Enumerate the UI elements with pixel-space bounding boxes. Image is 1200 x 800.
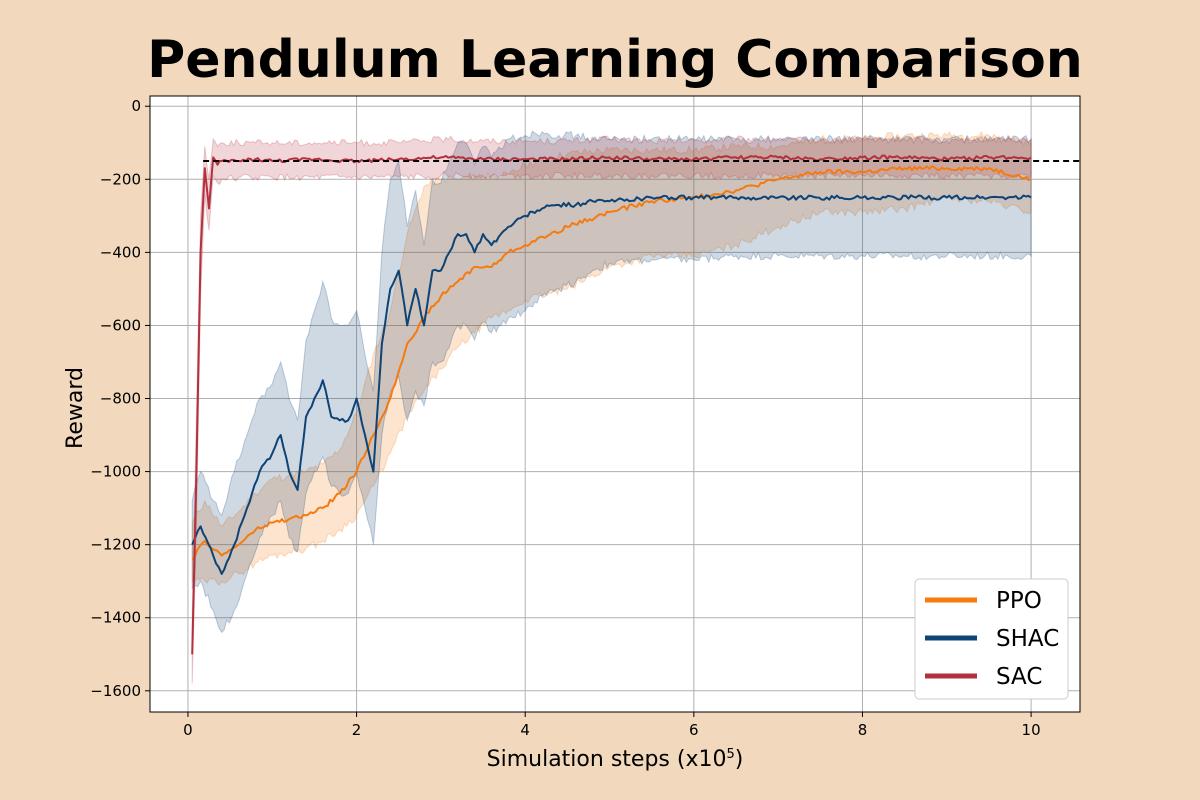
x-tick-label: 6: [689, 721, 699, 739]
y-axis-label: Reward: [63, 367, 88, 449]
y-tick-label: −1000: [90, 463, 141, 481]
y-tick-label: −600: [100, 316, 141, 334]
x-tick-label: 4: [520, 721, 530, 739]
y-tick-label: −1200: [90, 536, 141, 554]
sac-band: [191, 135, 1032, 684]
grid-layer: [150, 96, 1080, 712]
band-layer: [191, 130, 1032, 684]
tick-layer: 0 2 4 6 8 10 0 −200 −400 −600 −800 −1000 −1200 −1400 −…: [90, 97, 1040, 739]
y-tick-label: −1400: [90, 609, 141, 627]
chart-title: Pendulum Learning Comparison: [147, 30, 1083, 90]
y-tick-label: −200: [100, 170, 141, 188]
ppo-band: [191, 130, 1032, 586]
ppo-legend-label: PPO: [996, 588, 1042, 614]
shac-line: [191, 194, 1032, 575]
sac-legend-label: SAC: [996, 664, 1042, 690]
x-tick-label: 8: [858, 721, 868, 739]
x-tick-label: 2: [352, 721, 362, 739]
shac-legend-label: SHAC: [996, 626, 1059, 652]
x-axis-label: Simulation steps (x105): [487, 747, 744, 772]
x-tick-label: 10: [1022, 721, 1041, 739]
y-tick-label: −400: [100, 243, 141, 261]
ppo-line: [191, 165, 1032, 561]
x-axis-label-exponent: 5: [726, 747, 734, 762]
y-tick-label: 0: [131, 97, 141, 115]
y-tick-label: −800: [100, 390, 141, 408]
x-tick-label: 0: [183, 721, 193, 739]
legend-box: [914, 578, 1069, 700]
legend: PPO SHAC SAC: [914, 578, 1069, 700]
shac-band: [191, 130, 1032, 634]
y-tick-label: −1600: [90, 682, 141, 700]
plot-frame: [149, 95, 1081, 713]
